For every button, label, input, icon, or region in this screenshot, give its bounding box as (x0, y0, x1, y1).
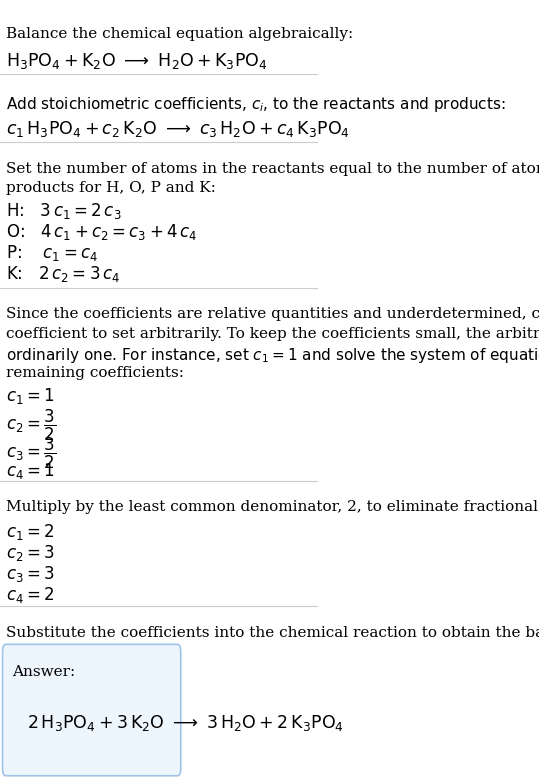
Text: remaining coefficients:: remaining coefficients: (6, 366, 184, 380)
Text: O:   $4\,c_1 + c_2 = c_3 + 4\,c_4$: O: $4\,c_1 + c_2 = c_3 + 4\,c_4$ (6, 222, 197, 242)
Text: $c_1\,\mathrm{H_3PO_4} + c_2\,\mathrm{K_2O} \ \longrightarrow \ c_3\,\mathrm{H_2: $c_1\,\mathrm{H_3PO_4} + c_2\,\mathrm{K_… (6, 119, 350, 139)
Text: Since the coefficients are relative quantities and underdetermined, choose a: Since the coefficients are relative quan… (6, 307, 539, 321)
Text: H:   $3\,c_1 = 2\,c_3$: H: $3\,c_1 = 2\,c_3$ (6, 201, 121, 221)
Text: Substitute the coefficients into the chemical reaction to obtain the balanced: Substitute the coefficients into the che… (6, 626, 539, 640)
Text: $c_1 = 1$: $c_1 = 1$ (6, 386, 54, 406)
Text: $c_2 = 3$: $c_2 = 3$ (6, 543, 54, 563)
Text: Multiply by the least common denominator, 2, to eliminate fractional coefficient: Multiply by the least common denominator… (6, 500, 539, 515)
Text: coefficient to set arbitrarily. To keep the coefficients small, the arbitrary va: coefficient to set arbitrarily. To keep … (6, 327, 539, 341)
Text: equation:: equation: (6, 645, 79, 659)
Text: P:    $c_1 = c_4$: P: $c_1 = c_4$ (6, 243, 98, 264)
Text: K:   $2\,c_2 = 3\,c_4$: K: $2\,c_2 = 3\,c_4$ (6, 264, 120, 285)
Text: Add stoichiometric coefficients, $c_i$, to the reactants and products:: Add stoichiometric coefficients, $c_i$, … (6, 95, 505, 114)
Text: Set the number of atoms in the reactants equal to the number of atoms in the: Set the number of atoms in the reactants… (6, 162, 539, 176)
Text: Balance the chemical equation algebraically:: Balance the chemical equation algebraica… (6, 27, 353, 41)
Text: $c_1 = 2$: $c_1 = 2$ (6, 522, 54, 542)
Text: Answer:: Answer: (12, 665, 75, 679)
Text: $c_4 = 2$: $c_4 = 2$ (6, 585, 54, 605)
Text: products for H, O, P and K:: products for H, O, P and K: (6, 181, 216, 196)
Text: $c_3 = 3$: $c_3 = 3$ (6, 564, 54, 584)
Text: $2\,\mathrm{H_3PO_4} + 3\,\mathrm{K_2O} \ \longrightarrow \ 3\,\mathrm{H_2O} + 2: $2\,\mathrm{H_3PO_4} + 3\,\mathrm{K_2O} … (27, 713, 344, 734)
Text: $c_3 = \dfrac{3}{2}$: $c_3 = \dfrac{3}{2}$ (6, 436, 56, 471)
Text: $c_2 = \dfrac{3}{2}$: $c_2 = \dfrac{3}{2}$ (6, 408, 56, 443)
Text: $c_4 = 1$: $c_4 = 1$ (6, 461, 54, 482)
Text: $\mathrm{H_3PO_4 + K_2O \ \longrightarrow \ H_2O + K_3PO_4}$: $\mathrm{H_3PO_4 + K_2O \ \longrightarro… (6, 51, 267, 71)
FancyBboxPatch shape (3, 644, 181, 776)
Text: ordinarily one. For instance, set $c_1 = 1$ and solve the system of equations fo: ordinarily one. For instance, set $c_1 =… (6, 346, 539, 365)
